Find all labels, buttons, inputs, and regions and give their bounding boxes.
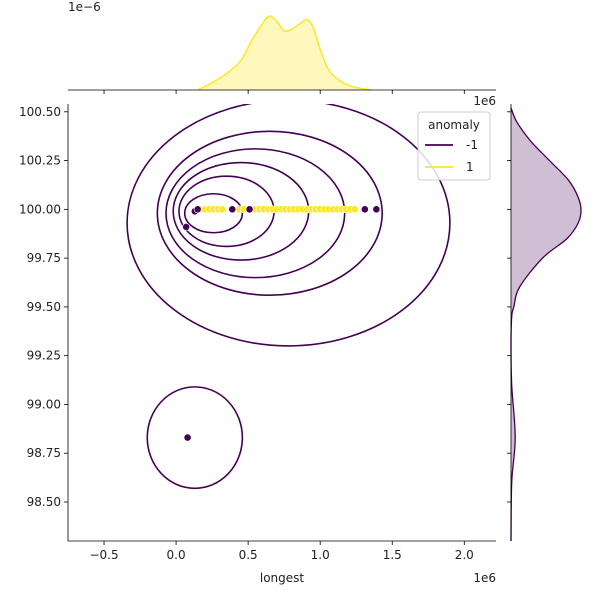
y-tick-label: 100.25: [19, 154, 61, 168]
legend-entry-anomalous: -1: [466, 138, 478, 152]
legend-box: [417, 111, 491, 181]
top-marginal-density-fill: [197, 15, 371, 91]
legend-title: anomaly: [428, 118, 480, 132]
x-tick-label: 0.0: [167, 548, 186, 562]
scatter-points: [182, 205, 381, 442]
y-tick-label: 99.00: [27, 397, 61, 411]
main-plot: −0.5 0.0 0.5 1.0 1.5 2.0 98.50 98.75 99.00 99.25…: [19, 94, 496, 585]
anomaly-point: [372, 205, 381, 214]
y-tick-label: 99.50: [27, 300, 61, 314]
y-tick-label: 98.50: [27, 495, 61, 509]
y-tick-label: 99.25: [27, 349, 61, 363]
x-tick-label: 1.0: [311, 548, 330, 562]
x-tick-label: 0.5: [239, 548, 258, 562]
legend: anomaly -1 1: [417, 111, 491, 181]
top-marginal-offset-label: 1e−6: [68, 0, 101, 14]
anomaly-point: [360, 205, 369, 214]
top-marginal: 1e−6: [68, 0, 496, 94]
anomaly-point: [245, 205, 254, 214]
x-offset-label: 1e6: [473, 571, 496, 585]
y-tick-label: 98.75: [27, 446, 61, 460]
kde-contour: [146, 386, 244, 490]
x-tick-label: −0.5: [89, 548, 118, 562]
right-marginal: [507, 104, 582, 542]
y-axis-ticks: 98.50 98.75 99.00 99.25 99.50 99.75 100.00 100.…: [19, 105, 68, 509]
legend-entry-normal: 1: [466, 160, 474, 174]
kde-contour: [156, 130, 383, 296]
kde-contour: [183, 192, 244, 234]
y-tick-label: 100.00: [19, 202, 61, 216]
normal-point: [350, 205, 359, 214]
top-marginal-density-line: [197, 15, 371, 91]
kde-contour: [126, 104, 451, 347]
y-offset-label: 1e6: [473, 94, 496, 108]
x-axis-ticks: −0.5 0.0 0.5 1.0 1.5 2.0: [89, 541, 474, 562]
right-marginal-ticks: [507, 111, 511, 503]
x-tick-label: 1.5: [383, 548, 402, 562]
y-tick-label: 100.50: [19, 105, 61, 119]
x-tick-label: 2.0: [455, 548, 474, 562]
top-marginal-ticks: [103, 90, 465, 94]
anomaly-point: [183, 433, 192, 442]
x-axis-label: longest: [260, 571, 305, 585]
anomaly-point: [228, 205, 237, 214]
kde-contour: [165, 148, 346, 279]
right-marginal-density-line: [510, 107, 582, 542]
anomaly-point: [182, 223, 191, 231]
right-marginal-density-fill: [511, 107, 582, 541]
normal-point: [218, 205, 227, 214]
anomaly-point: [193, 205, 202, 214]
kde-contours: [126, 104, 451, 490]
y-tick-label: 99.75: [27, 251, 61, 265]
